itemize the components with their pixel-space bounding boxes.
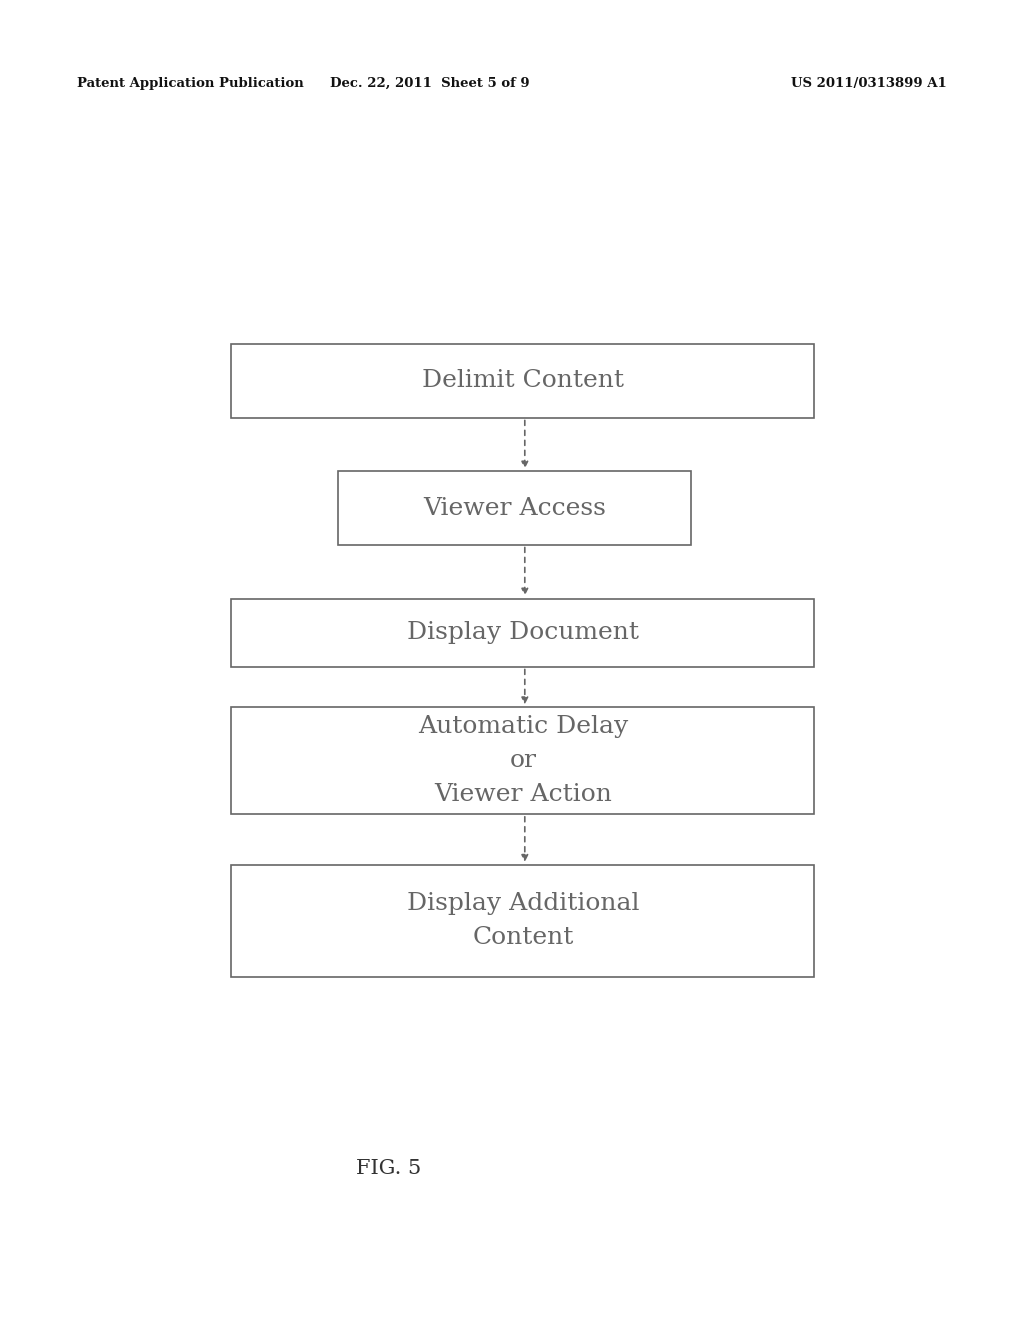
Bar — [338, 471, 691, 545]
Bar — [231, 865, 814, 977]
Text: Viewer Access: Viewer Access — [424, 496, 606, 520]
Text: Display Additional
Content: Display Additional Content — [407, 892, 639, 949]
Text: Delimit Content: Delimit Content — [422, 370, 624, 392]
Text: Display Document: Display Document — [407, 620, 639, 644]
Bar — [231, 345, 814, 417]
Bar — [231, 708, 814, 814]
Text: Dec. 22, 2011  Sheet 5 of 9: Dec. 22, 2011 Sheet 5 of 9 — [331, 77, 529, 90]
Bar — [231, 598, 814, 667]
Text: Patent Application Publication: Patent Application Publication — [77, 77, 303, 90]
Text: US 2011/0313899 A1: US 2011/0313899 A1 — [792, 77, 947, 90]
Text: FIG. 5: FIG. 5 — [356, 1159, 422, 1177]
Text: Automatic Delay
or
Viewer Action: Automatic Delay or Viewer Action — [418, 715, 628, 807]
